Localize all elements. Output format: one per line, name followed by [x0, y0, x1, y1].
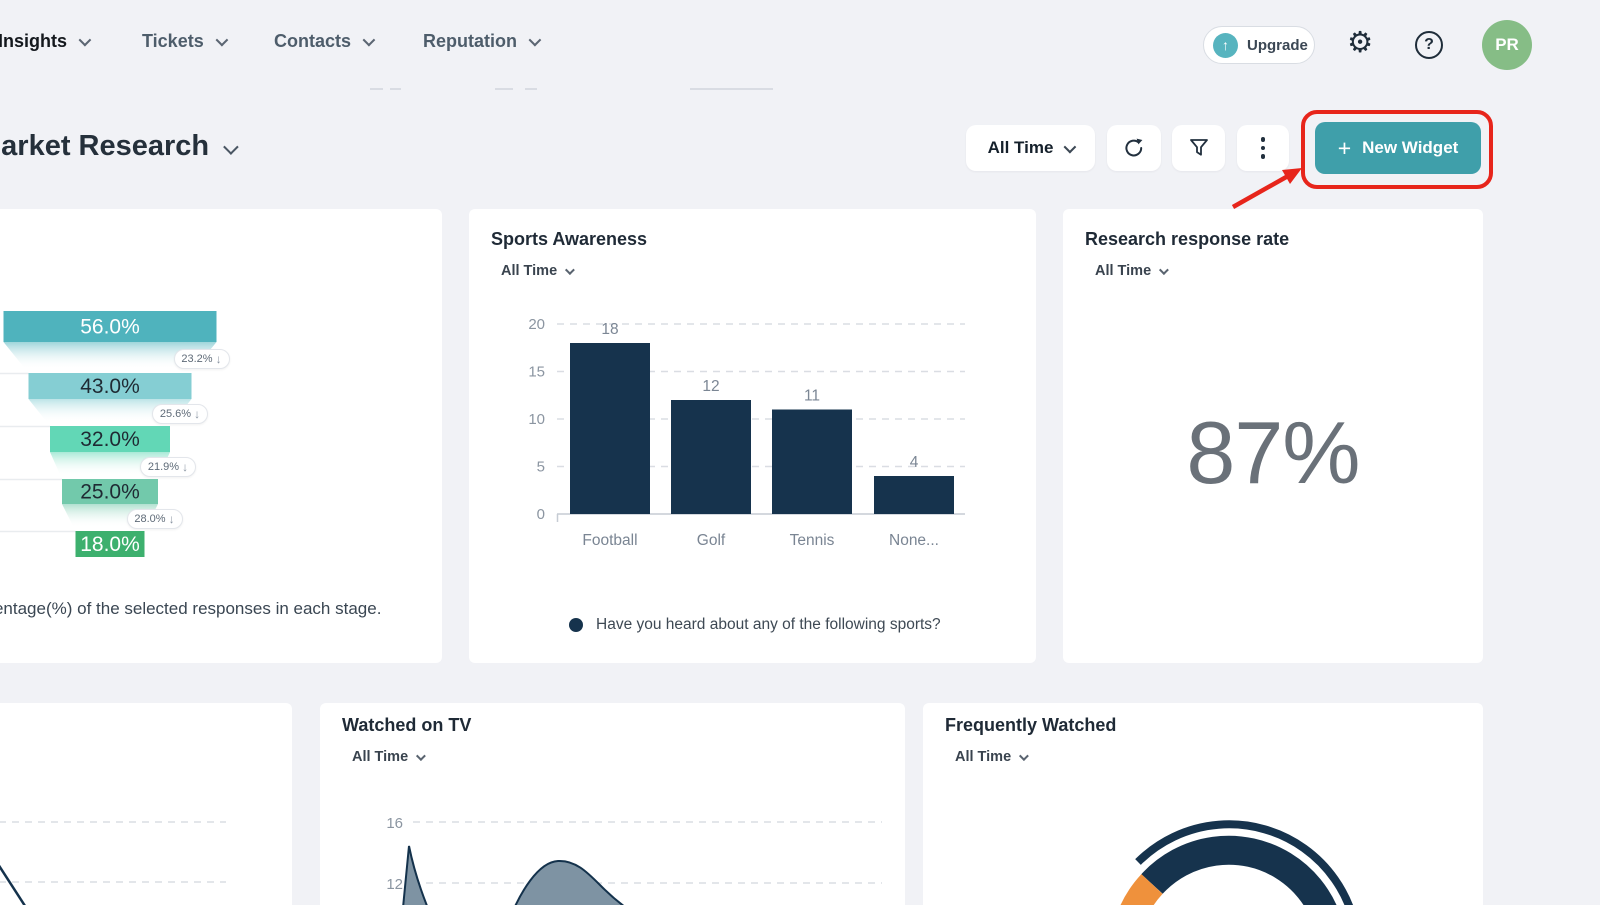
svg-text:Golf: Golf [697, 532, 726, 549]
svg-text:10: 10 [528, 411, 545, 428]
new-widget-button[interactable]: + New Widget [1315, 122, 1481, 174]
nav-item-label: Insights [0, 31, 68, 51]
legend-dot-icon [569, 618, 583, 632]
filter-icon [1189, 139, 1208, 156]
divider [690, 88, 773, 90]
avatar-initials: PR [1495, 35, 1519, 54]
widget-time-filter-label: All Time [352, 749, 409, 765]
svg-text:0: 0 [537, 506, 545, 523]
gear-icon[interactable]: ⚙ [1347, 27, 1373, 59]
avatar[interactable]: PR [1482, 20, 1532, 70]
svg-text:16: 16 [386, 815, 403, 832]
svg-text:12: 12 [702, 378, 719, 395]
svg-text:18: 18 [601, 321, 618, 338]
kebab-menu-button[interactable] [1237, 125, 1289, 171]
funnel-drop-badge: 28.0% ↓ [126, 508, 183, 529]
chevron-down-icon [78, 33, 92, 47]
chevron-down-icon [362, 33, 376, 47]
svg-text:None...: None... [889, 532, 939, 549]
upgrade-label: Upgrade [1247, 36, 1308, 54]
svg-text:Tennis: Tennis [790, 532, 835, 549]
svg-text:18.0%: 18.0% [80, 533, 140, 556]
svg-text:5: 5 [537, 459, 545, 476]
widget-time-filter-label: All Time [955, 749, 1012, 765]
chart-legend: Have you heard about any of the followin… [569, 616, 941, 634]
new-widget-label: New Widget [1362, 138, 1459, 157]
widget-time-filter-label: All Time [501, 263, 558, 279]
divider [495, 88, 513, 90]
widget-title: Research response rate [1085, 229, 1290, 249]
upgrade-button[interactable]: ↑ Upgrade [1203, 26, 1315, 64]
clipped-chart-widget-card [0, 703, 292, 905]
chevron-down-icon [528, 33, 542, 47]
funnel-chart: 56.0% 43.0% 32.0% 25.0% 18.0% [0, 311, 217, 557]
widget-time-filter[interactable]: All Time [501, 263, 647, 279]
svg-text:11: 11 [804, 388, 820, 405]
chevron-down-icon [215, 33, 228, 47]
svg-text:4: 4 [910, 454, 919, 471]
divider [390, 88, 401, 90]
funnel-caption: Percentage(%) of the selected responses … [0, 599, 382, 618]
response-rate-widget-card: Research response rate All Time 87% [1063, 209, 1483, 663]
svg-text:56.0%: 56.0% [80, 316, 140, 339]
funnel-drop-badge: 21.9% ↓ [140, 456, 196, 477]
chevron-down-icon [1063, 140, 1077, 153]
area-chart: 16 12 [386, 815, 882, 905]
refresh-icon [1125, 138, 1143, 157]
legend-label: Have you heard about any of the followin… [596, 616, 941, 633]
svg-text:32.0%: 32.0% [80, 428, 140, 451]
nav-item-label: Tickets [142, 31, 204, 51]
divider [525, 88, 537, 90]
svg-text:20: 20 [528, 316, 545, 333]
kpi-value: 87% [1186, 403, 1360, 502]
time-filter-label: All Time [987, 138, 1054, 157]
funnel-drop-badge: 25.6% ↓ [152, 403, 208, 424]
nav-item-tickets[interactable]: Tickets [142, 31, 228, 52]
funnel-drop-badge: 23.2% ↓ [173, 348, 230, 369]
svg-text:15: 15 [528, 364, 545, 381]
filter-button[interactable] [1172, 125, 1225, 171]
watched-on-tv-widget-card: Watched on TV All Time 16 12 [320, 703, 905, 905]
donut-chart [1120, 820, 1353, 905]
page-title: Market Research [0, 130, 210, 162]
nav-item-insights[interactable]: Insights [0, 31, 92, 52]
clipped-line-chart [0, 821, 226, 905]
svg-text:12: 12 [386, 876, 403, 893]
nav-item-label: Reputation [423, 31, 517, 51]
svg-text:43.0%: 43.0% [80, 375, 140, 398]
nav-item-contacts[interactable]: Contacts [274, 31, 376, 52]
upgrade-arrow-icon: ↑ [1213, 32, 1238, 58]
refresh-button[interactable] [1107, 125, 1161, 171]
svg-text:Football: Football [582, 532, 637, 549]
divider [370, 88, 383, 90]
chevron-down-icon [223, 139, 239, 155]
help-icon[interactable]: ? [1415, 31, 1443, 59]
bar-chart: 0 5 10 15 20 18 Football 12 Golf 11 Tennis 4 None... [528, 316, 965, 549]
widget-title: Sports Awareness [491, 229, 648, 249]
nav-item-label: Contacts [274, 31, 352, 51]
nav-item-reputation[interactable]: Reputation [423, 31, 542, 52]
time-filter-dropdown[interactable]: All Time [966, 125, 1095, 171]
chevron-down-icon [1159, 264, 1170, 275]
widget-time-filter-label: All Time [1095, 263, 1152, 279]
widget-title: Frequently Watched [945, 715, 1117, 735]
kebab-menu-icon [1260, 137, 1266, 142]
plus-icon: + [1337, 134, 1352, 161]
widget-time-filter[interactable]: All Time [352, 749, 471, 765]
widget-title: Watched on TV [342, 715, 472, 735]
sports-awareness-widget-card: Sports Awareness All Time 0 5 10 15 20 18 Foot… [469, 209, 1036, 663]
widget-time-filter[interactable]: All Time [955, 749, 1116, 765]
svg-text:25.0%: 25.0% [80, 481, 140, 504]
frequently-watched-widget-card: Frequently Watched All Time [923, 703, 1483, 905]
dashboard-selector[interactable] [223, 139, 239, 159]
funnel-widget-card: 56.0% 43.0% 32.0% 25.0% 18.0% 23.2% ↓ 25.6% ↓ 21… [0, 209, 442, 663]
widget-time-filter[interactable]: All Time [1095, 263, 1289, 279]
